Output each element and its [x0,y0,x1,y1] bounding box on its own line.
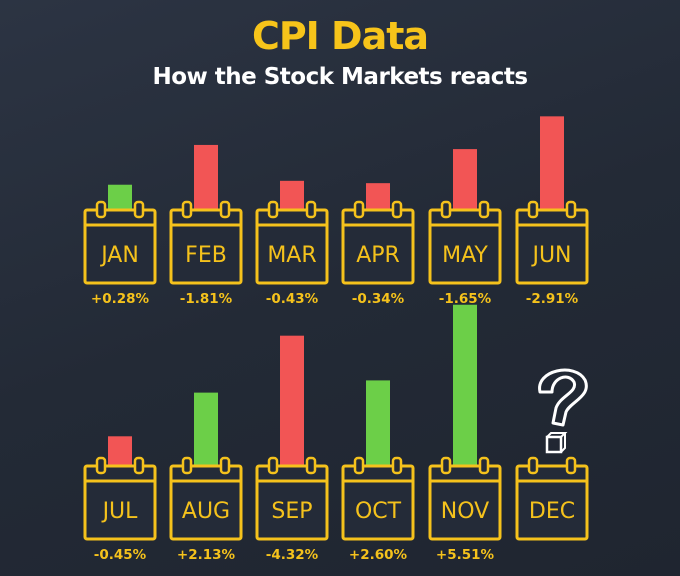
calendar-ring [478,456,490,475]
bar-may [453,149,477,210]
month-label: NOV [441,499,489,524]
month-label: MAR [267,243,316,268]
calendar-icon [341,208,415,285]
calendar-icon [169,464,243,541]
value-label: +2.60% [349,547,408,563]
bar-oct [366,380,390,466]
calendar-icon [255,464,329,541]
month-label: AUG [182,499,230,524]
calendar-icon [341,464,415,541]
calendar-ring [565,200,577,219]
bar-apr [366,183,390,210]
month-label: JUN [530,243,571,268]
calendar-icon [255,208,329,285]
calendar-ring [440,456,452,475]
chart-title: CPI Data [251,14,429,58]
calendar-icon [515,464,589,541]
bar-jan [108,184,132,210]
value-label: -1.65% [439,291,492,307]
calendar-ring [391,200,403,219]
value-label: -0.43% [266,291,319,307]
month-label: MAY [442,243,488,268]
calendar-ring [353,456,365,475]
month-label: JUL [101,499,139,524]
calendar-ring [133,456,145,475]
bar-feb [194,144,218,210]
calendar-ring [353,200,365,219]
calendar-icon [515,208,589,285]
calendar-ring [95,456,107,475]
calendar-ring [181,456,193,475]
calendar-ring [181,200,193,219]
bar-aug [194,392,218,466]
value-label: -2.91% [526,291,579,307]
bar-mar [280,180,304,210]
question-mark-icon [538,368,588,454]
month-label: SEP [271,499,312,524]
calendar-ring [478,200,490,219]
value-label: +0.28% [91,291,150,307]
calendar-ring [219,200,231,219]
value-label: -0.45% [94,547,147,563]
calendar-ring [133,200,145,219]
calendar-ring [527,456,539,475]
month-label: DEC [529,499,575,524]
value-label: -1.81% [180,291,233,307]
month-label: APR [356,243,400,268]
value-label: -0.34% [352,291,405,307]
calendar-icon [83,208,157,285]
value-label: +2.13% [177,547,236,563]
calendar-ring [267,456,279,475]
month-label: JAN [99,243,139,268]
bar-jul [108,436,132,466]
value-label: +5.51% [436,547,495,563]
chart-subtitle: How the Stock Markets reacts [152,64,528,90]
calendar-ring [267,200,279,219]
month-label: OCT [355,499,402,524]
bar-nov [453,304,477,466]
calendar-ring [305,200,317,219]
calendar-ring [305,456,317,475]
calendar-icon [428,208,502,285]
calendar-ring [391,456,403,475]
calendar-ring [219,456,231,475]
calendar-ring [95,200,107,219]
calendar-icon [169,208,243,285]
value-label: -4.32% [266,547,319,563]
calendar-icon [83,464,157,541]
bar-jun [540,116,564,210]
month-label: FEB [185,243,227,268]
calendar-ring [527,200,539,219]
bar-sep [280,335,304,466]
calendar-ring [565,456,577,475]
calendar-icon [428,464,502,541]
calendar-ring [440,200,452,219]
